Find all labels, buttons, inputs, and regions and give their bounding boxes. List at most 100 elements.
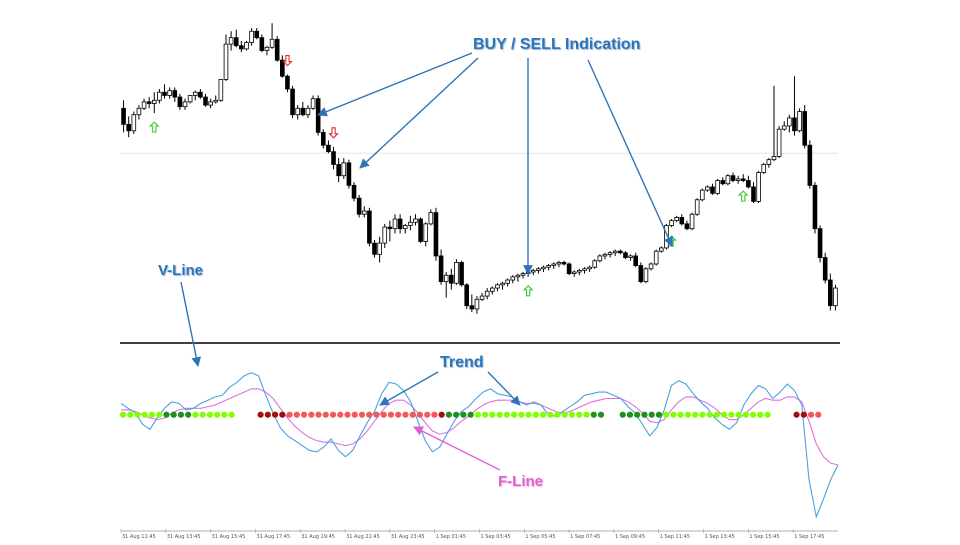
trend-arrow-2 xyxy=(487,371,521,406)
trend-dot xyxy=(641,411,648,418)
candle-body xyxy=(520,273,526,276)
candle-body xyxy=(561,261,567,265)
candle-body xyxy=(715,180,720,194)
candle-body xyxy=(351,184,357,199)
candle-body xyxy=(828,279,833,307)
trend-dot xyxy=(431,411,438,418)
trend-dot xyxy=(192,411,199,418)
candle-body xyxy=(689,213,695,230)
candle-body xyxy=(592,260,598,268)
candle-body xyxy=(356,197,362,215)
trend-dot xyxy=(749,411,757,418)
candle-body xyxy=(812,184,818,230)
candle-body xyxy=(300,107,306,116)
trend-annotation: Trend xyxy=(440,354,484,371)
trend-dot xyxy=(185,411,192,418)
candle-body xyxy=(418,218,423,242)
candle-body xyxy=(203,96,208,106)
candle-body xyxy=(746,180,751,188)
trend-dot xyxy=(757,411,764,418)
candle-body xyxy=(274,38,280,61)
candle-body xyxy=(602,253,608,257)
candle-body xyxy=(571,271,577,275)
trend-dot xyxy=(300,411,308,418)
candle-body xyxy=(177,96,183,108)
candle-body xyxy=(259,37,265,51)
candle-body xyxy=(264,46,270,51)
trend-dot xyxy=(576,411,583,418)
price-panel xyxy=(121,23,838,314)
candle-body xyxy=(674,217,679,222)
candle-body xyxy=(710,186,715,194)
candle-body xyxy=(817,228,823,258)
trend-dot xyxy=(807,411,815,418)
trend-dot xyxy=(561,411,568,418)
candle-body xyxy=(290,88,295,116)
candle-body xyxy=(218,79,224,101)
x-tick-label: 31 Aug 15:45 xyxy=(212,534,246,540)
candle-body xyxy=(126,123,131,132)
candle-body xyxy=(536,268,541,271)
candle-body xyxy=(402,225,408,230)
candle-body xyxy=(474,298,480,310)
x-tick-label: 31 Aug 23:45 xyxy=(391,534,425,540)
candle-body xyxy=(628,255,633,258)
trend-dot xyxy=(170,411,177,418)
candle-body xyxy=(684,223,690,230)
trend-dot xyxy=(800,411,807,418)
time-axis: 31 Aug 11:45 31 Aug 13:45 31 Aug 15:45 31 A… xyxy=(120,529,838,540)
candle-body xyxy=(464,284,469,307)
candle-body xyxy=(694,199,700,215)
candle-body xyxy=(638,265,644,283)
x-tick-label: 31 Aug 11:45 xyxy=(122,534,156,540)
candle-body xyxy=(479,295,485,300)
trend-dot xyxy=(670,411,677,418)
trend-dot xyxy=(279,411,286,418)
candle-body xyxy=(633,255,639,266)
candle-body xyxy=(244,42,249,50)
trend-dot xyxy=(663,411,670,418)
candle-body xyxy=(797,111,802,132)
candle-body xyxy=(659,247,664,252)
candle-body xyxy=(157,91,162,101)
trend-dot xyxy=(445,411,453,418)
candle-body xyxy=(530,270,536,273)
x-tick-label: 1 Sep 07:45 xyxy=(570,534,600,540)
candle-body xyxy=(239,45,244,50)
trend-dot xyxy=(119,411,127,418)
trend-dot xyxy=(510,411,518,418)
trend-dot xyxy=(518,411,525,418)
candle-body xyxy=(228,37,234,45)
candle-body xyxy=(648,263,654,270)
trend-dot xyxy=(634,411,641,418)
candle-body xyxy=(546,265,551,268)
trend-dot xyxy=(467,411,474,418)
candle-body xyxy=(208,101,213,106)
trend-dot xyxy=(590,411,597,418)
trend-dot xyxy=(424,411,431,418)
candle-body xyxy=(305,107,311,116)
trend-dot xyxy=(329,411,337,418)
trend-dot xyxy=(416,411,424,418)
f-line-annotation: F-Line xyxy=(498,473,543,490)
candle-body xyxy=(372,242,377,255)
trend-dot xyxy=(293,411,300,418)
trend-dot xyxy=(373,411,380,418)
candle-body xyxy=(151,99,157,104)
candle-body xyxy=(392,218,398,230)
candle-body xyxy=(377,242,382,255)
trend-dot xyxy=(395,411,402,418)
trend-arrow-1 xyxy=(379,371,439,406)
candle-body xyxy=(669,220,674,226)
buy-arrow-icon xyxy=(522,285,534,297)
candle-body xyxy=(761,164,767,173)
candle-body xyxy=(720,180,726,185)
candle-body xyxy=(541,266,546,270)
candle-body xyxy=(607,252,613,255)
candle-body xyxy=(643,268,649,283)
candle-body xyxy=(484,290,490,297)
trend-dot xyxy=(366,411,373,418)
trend-dot xyxy=(626,411,634,418)
x-tick-label: 31 Aug 17:45 xyxy=(256,534,290,540)
candle-body xyxy=(766,159,772,165)
